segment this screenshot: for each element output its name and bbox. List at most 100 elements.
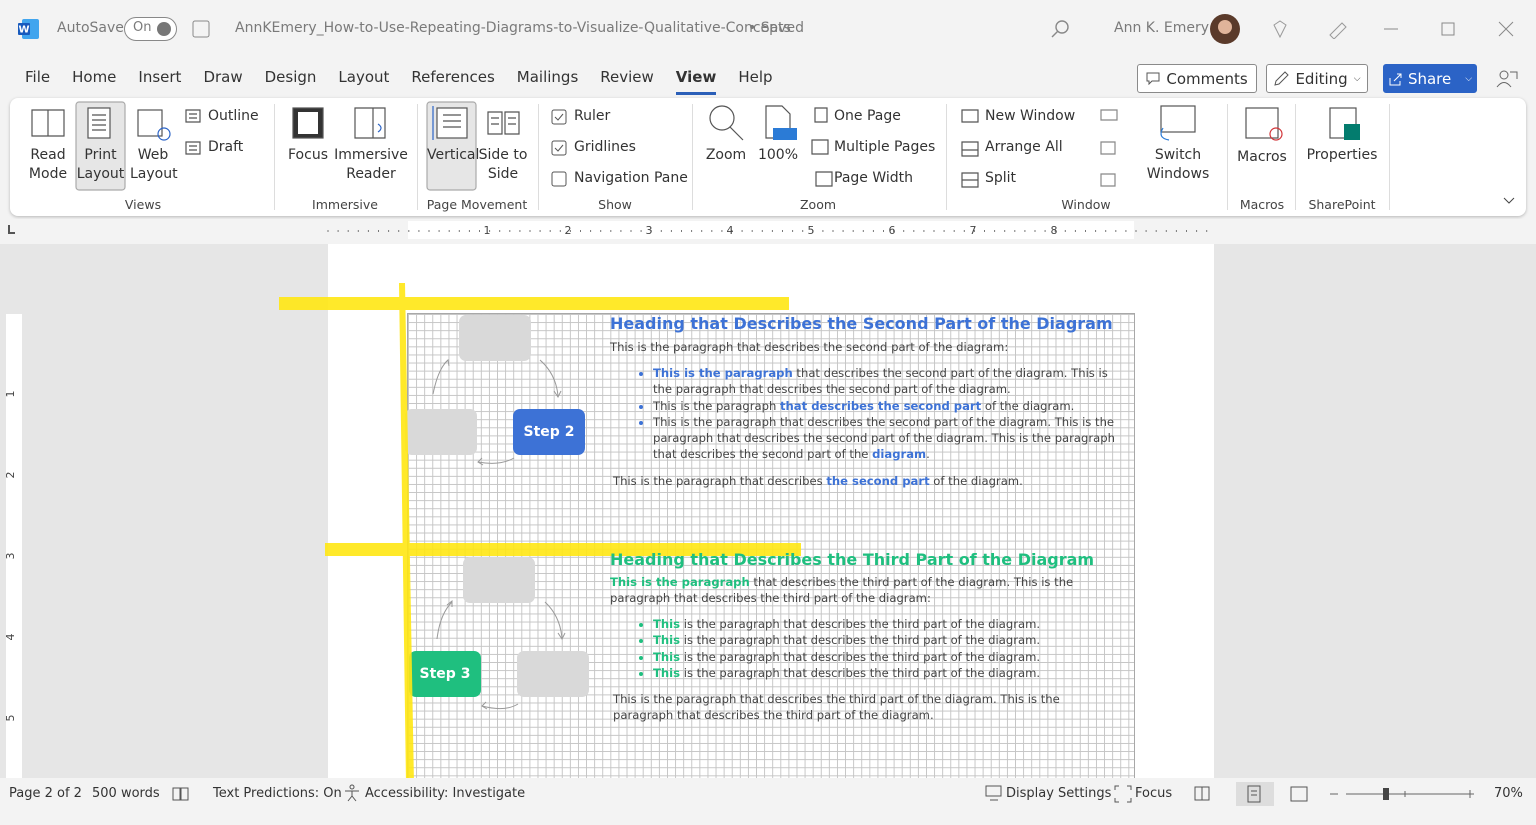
properties[interactable]: Properties (1306, 147, 1378, 163)
group-label: Zoom (799, 197, 837, 212)
menu-tab[interactable]: References (411, 68, 495, 86)
focus-mode[interactable]: Focus (1135, 786, 1173, 801)
switch-windows[interactable]: Switch Windows (1146, 147, 1210, 182)
display-icon (985, 785, 1002, 801)
menu-tab[interactable]: Mailings (516, 68, 579, 86)
diagram-box (463, 557, 535, 603)
focus[interactable]: Focus (288, 147, 328, 163)
menu-tab[interactable]: Insert (138, 68, 182, 86)
bullet-text: This is the paragraph that describes the… (653, 366, 1108, 396)
body-text: is the paragraph that describes the thir… (680, 633, 1041, 648)
emphasis-text: that describes the second part (780, 398, 982, 413)
chevron: ⌵ (1465, 73, 1473, 84)
text-predictions[interactable]: Text Predictions: On (213, 786, 342, 801)
body-text: is the paragraph that describes the thir… (680, 649, 1041, 664)
svg-text:W: W (18, 25, 29, 36)
zoom-level[interactable]: 70% (1494, 786, 1523, 801)
avatar[interactable] (1210, 14, 1240, 44)
macros-button[interactable]: Macros (1237, 149, 1287, 165)
section-heading: Heading that Describes the Third Part of… (610, 550, 1095, 569)
web-layout[interactable]: Web Layout (130, 147, 178, 182)
menu-tab[interactable]: Layout (338, 68, 390, 86)
immersive-reader[interactable]: Immersive Reader (334, 147, 408, 182)
ribbon-icons (31, 101, 1515, 204)
word-icon: W (18, 19, 39, 39)
save-icon[interactable] (191, 19, 211, 39)
emphasis-text: This (653, 649, 681, 664)
vertical[interactable]: Vertical (427, 147, 480, 163)
group-label: Immersive (312, 197, 378, 212)
zoom-slider[interactable] (1326, 784, 1486, 804)
display-settings[interactable]: Display Settings (1006, 786, 1112, 801)
checkboxes (551, 109, 567, 187)
proofing-icon[interactable] (172, 786, 190, 802)
split[interactable]: Split (985, 170, 1017, 186)
step-box: Step 2 (513, 409, 585, 455)
one-page[interactable]: One Page (834, 108, 901, 124)
menu-tab[interactable]: Design (264, 68, 317, 86)
zoom-100[interactable]: 100% (757, 147, 799, 163)
side-to-side[interactable]: Side to Side (478, 147, 528, 182)
share-icon (1389, 73, 1402, 85)
view-buttons[interactable] (1190, 782, 1320, 806)
ruler-option[interactable]: Ruler (574, 108, 611, 124)
draft[interactable]: Draft (208, 139, 244, 155)
body-text: that describes the second part of the di… (653, 366, 1108, 397)
comments-button[interactable]: Comments (1137, 64, 1257, 93)
bullet-item: This is the paragraph that describes the… (653, 632, 1123, 648)
user-name[interactable]: Ann K. Emery (1114, 20, 1209, 36)
bullet-list: This is the paragraph that describes the… (635, 616, 1123, 681)
menu-tab[interactable]: Draw (203, 68, 243, 86)
separator (692, 104, 693, 210)
autosave-toggle[interactable]: On (124, 17, 177, 41)
bullet-item: This is the paragraph that describes the… (653, 365, 1123, 398)
present-icon[interactable] (1496, 68, 1518, 88)
group-label: Page Movement (426, 197, 528, 212)
horizontal-ruler: 1 2 3 4 5 6 7 8 (8, 224, 1208, 237)
arrange-all[interactable]: Arrange All (985, 139, 1063, 155)
body-text: This is the paragraph that describes the… (610, 340, 1009, 354)
zoom[interactable]: Zoom (705, 147, 747, 163)
group-label: Show (598, 197, 632, 212)
bullet-text: This is the paragraph that describes the… (653, 399, 1074, 413)
bullet-item: This is the paragraph that describes the… (653, 398, 1123, 414)
accessibility[interactable]: Accessibility: Investigate (365, 786, 526, 801)
page-count[interactable]: Page 2 of 2 (9, 786, 82, 801)
emphasis-text: diagram (872, 447, 927, 462)
menu-tab[interactable]: File (25, 68, 51, 86)
ruler-number: 1 (4, 391, 17, 398)
navigation-pane-option[interactable]: Navigation Pane (574, 170, 688, 186)
highlight-marks (279, 283, 801, 778)
separator (417, 104, 418, 210)
editing-button[interactable]: Editing ⌵ (1266, 64, 1368, 93)
document-area: 1 2 3 4 5 Step 2 Step 3 Heading that Describ… (0, 244, 1536, 778)
menu-tab[interactable]: View (675, 68, 717, 95)
ruler-number: 8 (1051, 224, 1058, 237)
save-status[interactable]: • Saved (748, 20, 804, 36)
close-button[interactable] (1498, 21, 1514, 37)
body-text: This is the paragraph (653, 398, 780, 413)
section-heading: Heading that Describes the Second Part o… (610, 314, 1113, 333)
menu-tab[interactable]: Help (738, 68, 773, 86)
bullet-text: This is the paragraph that describes the… (653, 666, 1040, 680)
group-label: Window (1061, 197, 1111, 212)
menu-tab[interactable]: Home (72, 68, 117, 86)
multiple-pages[interactable]: Multiple Pages (834, 139, 936, 155)
emphasis-text: This (653, 617, 681, 631)
print-layout[interactable]: Print Layout (76, 147, 125, 182)
word-count[interactable]: 500 words (92, 786, 160, 801)
new-window[interactable]: New Window (985, 108, 1076, 124)
page-width[interactable]: Page Width (834, 170, 914, 186)
group-label: Macros (1239, 197, 1285, 212)
search-icon[interactable] (1050, 19, 1070, 39)
ruler-number: 2 (565, 224, 572, 237)
ruler-number: 1 (484, 224, 491, 237)
menu-tab[interactable]: Review (600, 68, 654, 86)
autosave-label: AutoSave (57, 20, 124, 36)
gridlines-option[interactable]: Gridlines (574, 139, 636, 155)
read-mode[interactable]: Read Mode (28, 147, 68, 182)
paragraph: This is the paragraph that describes the… (613, 473, 1093, 489)
outline[interactable]: Outline (208, 108, 259, 124)
share-button[interactable]: Share ⌵ (1383, 64, 1477, 93)
